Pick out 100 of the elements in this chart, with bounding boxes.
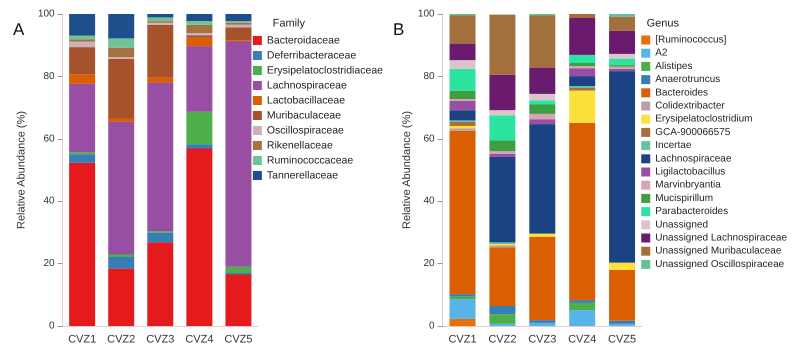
bar [450,110,476,120]
bar [569,68,596,76]
x-tick-label: CVZ4 [568,334,596,346]
bar [529,16,556,68]
bar [569,76,596,86]
bar [450,68,476,91]
y-tick-label: 60 [43,133,56,144]
bar [569,14,596,18]
bar [529,104,556,114]
bar [69,14,96,36]
y-tick-label: 0 [49,320,56,332]
bar [225,266,252,273]
y-tick-label: 40 [423,196,436,207]
bar [69,36,96,40]
legend-title: Family [272,18,306,30]
bar [450,44,476,60]
chart-title: B [393,20,404,39]
legend-label: Unassigned Oscillospiraceae [655,258,785,270]
bar [450,16,476,44]
y-tick-label: 80 [43,70,56,82]
y-tick-label: 0 [429,320,436,332]
bar [489,14,516,75]
bar [147,17,174,22]
bar [147,24,174,78]
bar [489,156,516,242]
bar [489,110,516,116]
bar [186,38,212,46]
bar [225,14,252,22]
bar [450,100,476,110]
bar [186,112,212,144]
bar [529,100,556,104]
legend-label: Oscillospiraceae [266,124,344,136]
bar [186,46,212,112]
bar [108,48,134,58]
bar [569,18,596,55]
bar [69,41,96,48]
y-tick-label: 20 [423,258,436,270]
legend-label: Erysipelatoclostridium [655,114,753,125]
bar [569,88,596,90]
bar [609,320,636,324]
x-tick-label: CVZ2 [488,334,516,346]
bar [186,148,212,326]
y-tick-label: 80 [423,70,436,82]
x-tick-label: CVZ3 [528,334,556,346]
legend-label: Lachnospiraceae [266,80,347,92]
bar [529,236,556,320]
bar [529,94,556,100]
bar [69,162,96,326]
x-tick-label: CVZ5 [608,334,636,346]
bar [108,254,134,258]
legend-label: GCA-900066575 [655,126,731,138]
bar [529,124,556,234]
bar [69,74,96,84]
bar [186,14,212,22]
bar [186,21,212,25]
y-axis-title: Relative Abundance (%) [401,110,414,230]
bar [450,60,476,69]
bar [489,314,516,324]
bar [450,130,476,294]
bar [609,68,636,72]
bar [108,118,134,122]
bar [569,122,596,300]
legend-title: Genus [646,18,680,30]
y-tick-label: 40 [43,196,56,207]
bar [147,242,174,326]
legend-label: Marvinbryantia [655,180,722,191]
bar [450,122,476,126]
bar [489,151,516,154]
legend-label: Unassigned Lachnospiraceae [655,232,788,244]
legend-label: Rikenellaceae [266,140,333,152]
x-tick-label: CVZ5 [224,334,253,346]
legend-label: Mucispirillum [655,192,714,204]
bar [69,84,96,152]
bar [147,14,174,18]
bar [609,71,636,263]
bar [529,114,556,120]
legend-label: Tannerellaceae [266,170,338,182]
legend-label: Anaerotruncus [655,74,720,86]
bar [108,257,134,269]
bar [489,306,516,314]
x-tick-label: CVZ1 [68,334,96,346]
legend-label: Alistipes [655,60,692,72]
legend-label: Unassigned [655,219,708,230]
bar [108,38,134,48]
y-tick-label: 60 [423,133,436,144]
legend-label: Bacteroides [655,87,708,98]
legend-label: Muribaculaceae [266,110,342,122]
y-tick-label: 100 [418,8,436,20]
legend-label: Colidextribacter [655,100,726,112]
bar [609,54,636,59]
bar [147,232,174,242]
legend-label: Bacteroidaceae [266,34,340,46]
y-axis-title: Relative Abundance (%) [16,110,28,230]
bar [108,14,134,38]
bar [147,82,174,232]
bar [186,35,212,38]
bar [186,144,212,148]
legend-label: A2 [655,48,668,59]
bar [225,27,252,40]
bar [569,90,596,123]
